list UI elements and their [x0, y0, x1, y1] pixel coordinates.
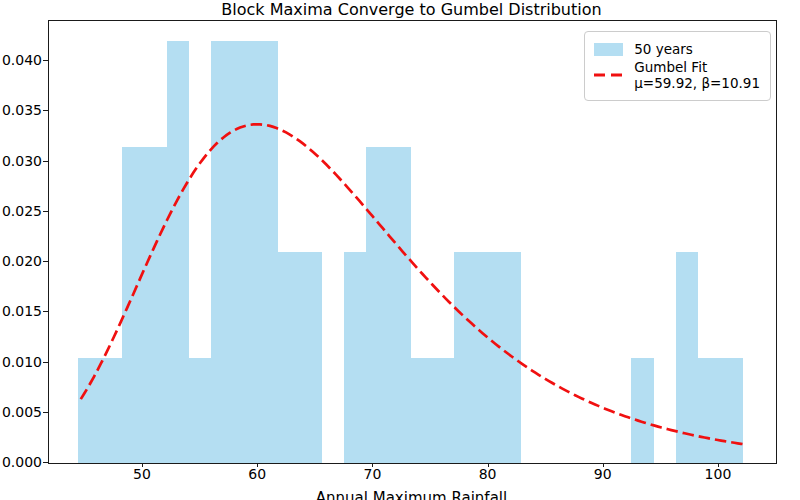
y-tick-label: 0.040 [0, 52, 42, 68]
x-tick-label: 80 [458, 466, 518, 482]
legend-entry-gumbel: Gumbel Fit μ=59.92, β=10.91 [594, 59, 760, 91]
y-tick-mark [43, 462, 48, 463]
y-tick-mark [43, 412, 48, 413]
legend: 50 years Gumbel Fit μ=59.92, β=10.91 [584, 31, 771, 101]
legend-label-gumbel: Gumbel Fit μ=59.92, β=10.91 [634, 59, 760, 91]
gumbel-fit-label: Gumbel Fit [634, 59, 760, 75]
y-tick-mark [43, 161, 48, 162]
y-tick-label: 0.030 [0, 153, 42, 169]
y-tick-mark [43, 311, 48, 312]
legend-label-histogram: 50 years [634, 41, 693, 57]
y-tick-label: 0.005 [0, 404, 42, 420]
gumbel-fit-params: μ=59.92, β=10.91 [634, 75, 760, 91]
x-tick-label: 70 [342, 466, 402, 482]
chart-title: Block Maxima Converge to Gumbel Distribu… [48, 1, 775, 19]
y-tick-mark [43, 211, 48, 212]
y-tick-label: 0.020 [0, 253, 42, 269]
dashed-line-sample-icon [594, 73, 623, 77]
y-tick-mark [43, 261, 48, 262]
y-tick-mark [43, 60, 48, 61]
x-tick-label: 90 [573, 466, 633, 482]
y-tick-label: 0.015 [0, 303, 42, 319]
x-tick-label: 60 [227, 466, 287, 482]
x-axis-label: Annual Maximum Rainfall [48, 489, 775, 500]
y-tick-label: 0.035 [0, 102, 42, 118]
legend-entry-histogram: 50 years [594, 41, 760, 57]
histogram-swatch [594, 43, 623, 56]
y-tick-label: 0.025 [0, 203, 42, 219]
y-tick-label: 0.010 [0, 354, 42, 370]
gumbel-curve-path [81, 124, 745, 444]
gumbel-histogram-figure: Block Maxima Converge to Gumbel Distribu… [0, 0, 800, 500]
y-tick-mark [43, 362, 48, 363]
y-tick-mark [43, 110, 48, 111]
x-tick-label: 100 [688, 466, 748, 482]
y-tick-label: 0.000 [0, 454, 42, 470]
plot-area: 50 years Gumbel Fit μ=59.92, β=10.91 [48, 20, 777, 464]
x-tick-label: 50 [112, 466, 172, 482]
